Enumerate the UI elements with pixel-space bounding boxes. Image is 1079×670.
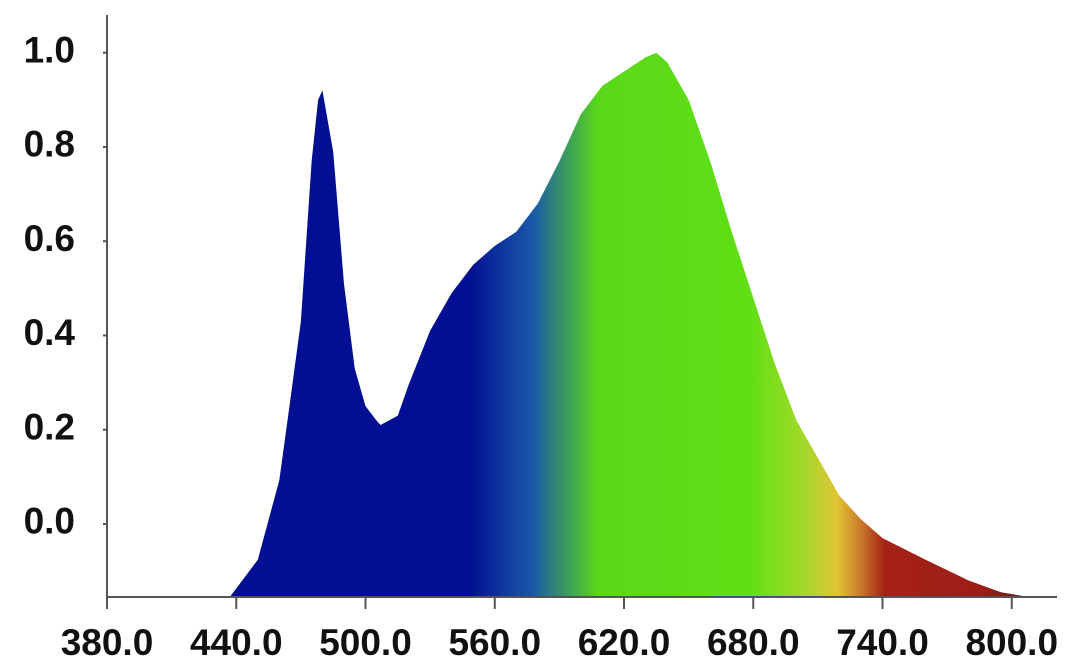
x-tick-label: 380.0 [61, 622, 154, 663]
x-tick-label: 560.0 [448, 622, 541, 663]
x-tick-label: 440.0 [190, 622, 283, 663]
x-tick-label: 740.0 [836, 622, 929, 663]
x-tick-label: 620.0 [578, 622, 671, 663]
y-tick-label: 0.4 [24, 312, 76, 353]
spectrum-area [229, 52, 1029, 598]
y-tick-label: 0.2 [24, 406, 75, 447]
y-tick-label: 1.0 [24, 29, 75, 70]
y-tick-label: 0.0 [24, 501, 75, 542]
x-tick-label: 680.0 [707, 622, 800, 663]
x-tick-label: 800.0 [965, 622, 1058, 663]
x-tick-label: 500.0 [319, 622, 412, 663]
y-tick-label: 0.8 [24, 124, 75, 165]
y-tick-label: 0.6 [24, 218, 75, 259]
